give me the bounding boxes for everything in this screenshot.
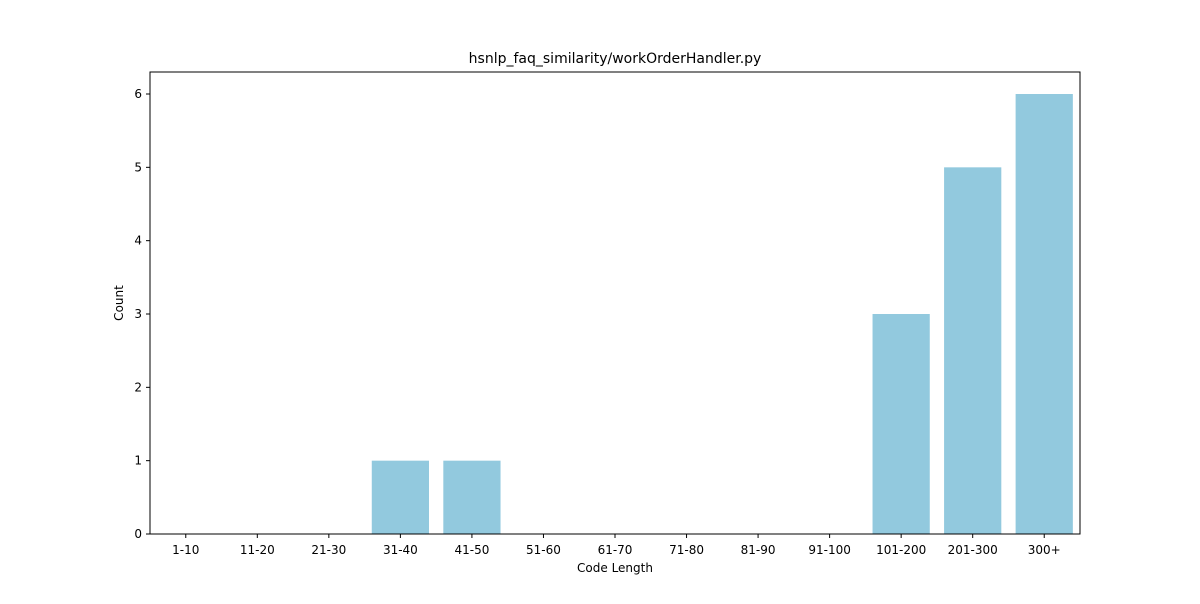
bar-101-200	[872, 314, 930, 534]
y-tick-label: 0	[134, 527, 142, 541]
y-axis: 0 1 2 3 4 5 6	[134, 87, 150, 541]
bar-201-300	[944, 167, 1002, 535]
x-tick-label: 101-200	[876, 543, 926, 557]
x-axis: 1-10 11-20 21-30 31-40 41-50 51-60 61-70 71-80 8…	[172, 534, 1061, 557]
y-tick-label: 5	[134, 160, 142, 174]
y-axis-label: Count	[112, 285, 126, 321]
x-tick-label: 61-70	[598, 543, 633, 557]
y-tick-label: 1	[134, 454, 142, 468]
y-tick-label: 2	[134, 380, 142, 394]
x-tick-label: 31-40	[383, 543, 418, 557]
x-tick-label: 300+	[1028, 543, 1061, 557]
x-tick-label: 71-80	[669, 543, 704, 557]
y-tick-label: 4	[134, 234, 142, 248]
x-tick-label: 11-20	[240, 543, 275, 557]
x-axis-label: Code Length	[577, 561, 653, 575]
x-tick-label: 41-50	[454, 543, 489, 557]
bars-layer	[371, 94, 1073, 535]
y-tick-label: 6	[134, 87, 142, 101]
plot-frame	[149, 71, 1081, 535]
y-tick-label: 3	[134, 307, 142, 321]
x-tick-label: 21-30	[311, 543, 346, 557]
bar-41-50	[443, 460, 501, 534]
chart-title: hsnlp_faq_similarity/workOrderHandler.py	[469, 51, 762, 67]
x-tick-label: 51-60	[526, 543, 561, 557]
x-tick-label: 81-90	[741, 543, 776, 557]
bar-300+	[1015, 94, 1073, 534]
x-tick-label: 1-10	[172, 543, 199, 557]
x-tick-label: 91-100	[808, 543, 851, 557]
bar-31-40	[371, 460, 429, 534]
x-tick-label: 201-300	[948, 543, 998, 557]
